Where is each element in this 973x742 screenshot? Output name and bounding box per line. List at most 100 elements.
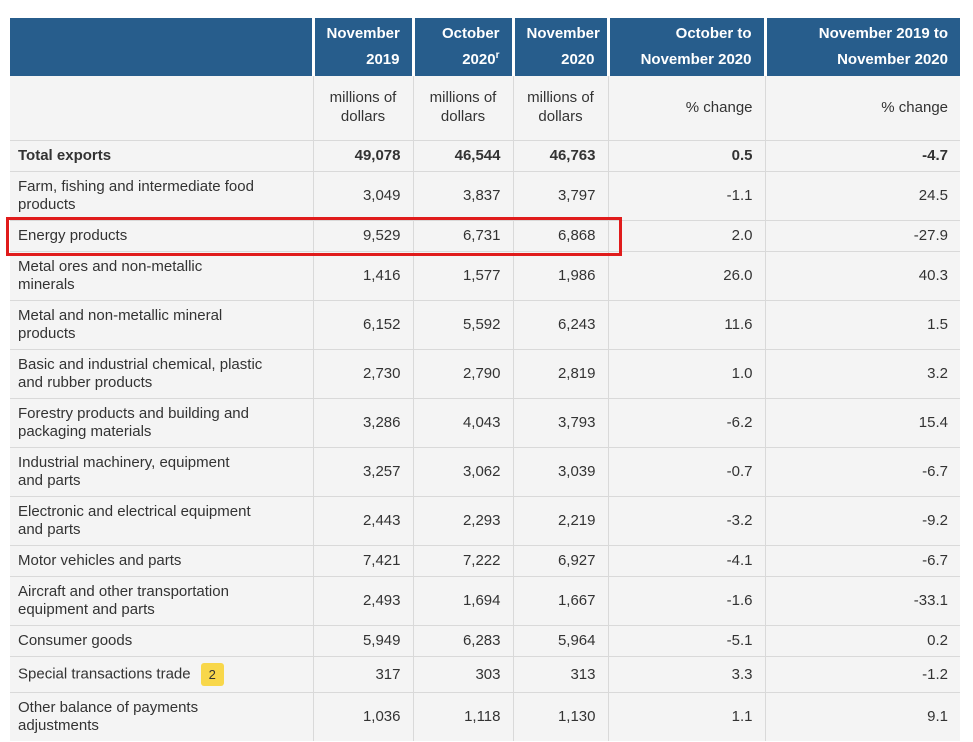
cell-value: 3,286 <box>312 398 413 448</box>
cell-value: 1.5 <box>764 300 960 350</box>
row-label: Forestry products and building and packa… <box>10 398 313 448</box>
row-label: Special transactions trade 2 <box>10 656 313 693</box>
table-row: Energy products 9,529 6,731 6,868 2.0 -27.9 <box>10 220 960 252</box>
cell-value: 7,222 <box>412 545 513 577</box>
cell-value: 3,793 <box>512 398 608 448</box>
col-header-line: 2020r <box>462 50 500 68</box>
cell-value: 5,592 <box>412 300 513 350</box>
footnote-badge[interactable]: 2 <box>200 663 224 686</box>
cell-value: -33.1 <box>764 576 960 626</box>
row-label: Industrial machinery, equipment and part… <box>10 447 313 497</box>
cell-value: -6.7 <box>764 447 960 497</box>
cell-value: 1,667 <box>512 576 608 626</box>
col-header-nov-2019-to-nov-2020: November 2019 to November 2020 <box>763 18 960 76</box>
cell-value: 24.5 <box>764 171 960 221</box>
units-cell: % change <box>607 76 765 141</box>
cell-value: 5,949 <box>312 625 413 657</box>
row-label: Total exports <box>10 140 313 172</box>
units-cell: millions of dollars <box>512 76 608 141</box>
cell-value: 49,078 <box>312 140 413 172</box>
cell-value: 9,529 <box>312 220 413 252</box>
col-header-line: October <box>441 25 500 42</box>
row-label: Metal and non-metallic mineral products <box>10 300 313 350</box>
cell-value: 2,219 <box>512 496 608 546</box>
cell-value: -9.2 <box>764 496 960 546</box>
table-row: Basic and industrial chemical, plastic a… <box>10 349 960 399</box>
cell-value: 3,062 <box>412 447 513 497</box>
cell-value: 4,043 <box>412 398 513 448</box>
row-label-text: Electronic and electrical equipment and … <box>18 503 251 538</box>
table-body: Total exports 49,078 46,544 46,763 0.5 -4.7 Fa… <box>10 140 960 742</box>
cell-value: 3,837 <box>412 171 513 221</box>
col-header-line: October to <box>675 25 752 42</box>
col-header-line: November 2019 to <box>818 25 948 42</box>
row-label: Energy products <box>10 220 313 252</box>
cell-value: -5.1 <box>607 625 765 657</box>
col-header-line: November 2020 <box>640 51 752 68</box>
cell-value: 303 <box>412 656 513 693</box>
row-label: Metal ores and non-metallic minerals <box>10 251 313 301</box>
row-label-text: Total exports <box>18 147 112 164</box>
table-row: Motor vehicles and parts 7,421 7,222 6,927-… <box>10 545 960 577</box>
cell-value: -6.2 <box>607 398 765 448</box>
cell-value: 46,544 <box>412 140 513 172</box>
cell-value: 1,118 <box>412 692 513 742</box>
table-row: Electronic and electrical equipment and … <box>10 496 960 546</box>
row-label: Aircraft and other transportation equipm… <box>10 576 313 626</box>
cell-value: 6,868 <box>512 220 608 252</box>
col-header-november-2020: November 2020 <box>511 18 608 76</box>
row-label: Motor vehicles and parts <box>10 545 313 577</box>
row-label-text: Other balance of payments adjustments <box>18 699 199 734</box>
cell-value: 6,243 <box>512 300 608 350</box>
cell-value: 2,493 <box>312 576 413 626</box>
row-label: Other balance of payments adjustments <box>10 692 313 742</box>
row-label-text: Forestry products and building and packa… <box>18 405 249 440</box>
cell-value: 3,257 <box>312 447 413 497</box>
cell-value: 3.3 <box>607 656 765 693</box>
cell-value: 3.2 <box>764 349 960 399</box>
row-label-text: Special transactions trade <box>18 665 191 683</box>
corner-header-cell <box>10 18 313 76</box>
cell-value: 2,443 <box>312 496 413 546</box>
cell-value: 26.0 <box>607 251 765 301</box>
cell-value: 1.1 <box>607 692 765 742</box>
cell-value: 6,152 <box>312 300 413 350</box>
cell-value: 1,036 <box>312 692 413 742</box>
cell-value: 317 <box>312 656 413 693</box>
cell-value: 7,421 <box>312 545 413 577</box>
units-row: millions of dollars millions of dollars … <box>10 76 960 141</box>
table-row: Consumer goods 5,949 6,283 5,964 -5.1 0.2 <box>10 625 960 657</box>
cell-value: 5,964 <box>512 625 608 657</box>
cell-value: 1,986 <box>512 251 608 301</box>
table-row: Metal and non-metallic mineral products 6… <box>10 300 960 350</box>
cell-value: 0.2 <box>764 625 960 657</box>
units-cell: millions of dollars <box>312 76 413 141</box>
units-empty-cell <box>10 76 313 141</box>
row-label-text: Metal and non-metallic mineral products <box>18 307 223 342</box>
table-row: Forestry products and building and packa… <box>10 398 960 448</box>
cell-value: -4.7 <box>764 140 960 172</box>
row-label-text: Aircraft and other transportation equipm… <box>18 583 229 618</box>
table-row: Farm, fishing and intermediate food prod… <box>10 171 960 221</box>
col-header-line: November 2020 <box>837 51 948 68</box>
row-label-text: Basic and industrial chemical, plastic a… <box>18 356 263 391</box>
table-row: Metal ores and non-metallic minerals 1,41… <box>10 251 960 301</box>
row-label: Basic and industrial chemical, plastic a… <box>10 349 313 399</box>
row-label-text: Farm, fishing and intermediate food prod… <box>18 178 254 213</box>
cell-value: -27.9 <box>764 220 960 252</box>
cell-value: 1,577 <box>412 251 513 301</box>
cell-value: 1.0 <box>607 349 765 399</box>
cell-value: 3,049 <box>312 171 413 221</box>
table-header-row: November 2019 October 2020r November 202… <box>10 18 960 76</box>
exports-table: November 2019 October 2020r November 202… <box>10 18 960 742</box>
row-label-text: Consumer goods <box>18 632 133 649</box>
table-row: Industrial machinery, equipment and part… <box>10 447 960 497</box>
row-label-text: Motor vehicles and parts <box>18 552 182 569</box>
cell-value: 1,694 <box>412 576 513 626</box>
cell-value: 9.1 <box>764 692 960 742</box>
cell-value: 46,763 <box>512 140 608 172</box>
cell-value: 1,416 <box>312 251 413 301</box>
row-label: Farm, fishing and intermediate food prod… <box>10 171 313 221</box>
cell-value: -3.2 <box>607 496 765 546</box>
row-label-text: Energy products <box>18 227 128 244</box>
